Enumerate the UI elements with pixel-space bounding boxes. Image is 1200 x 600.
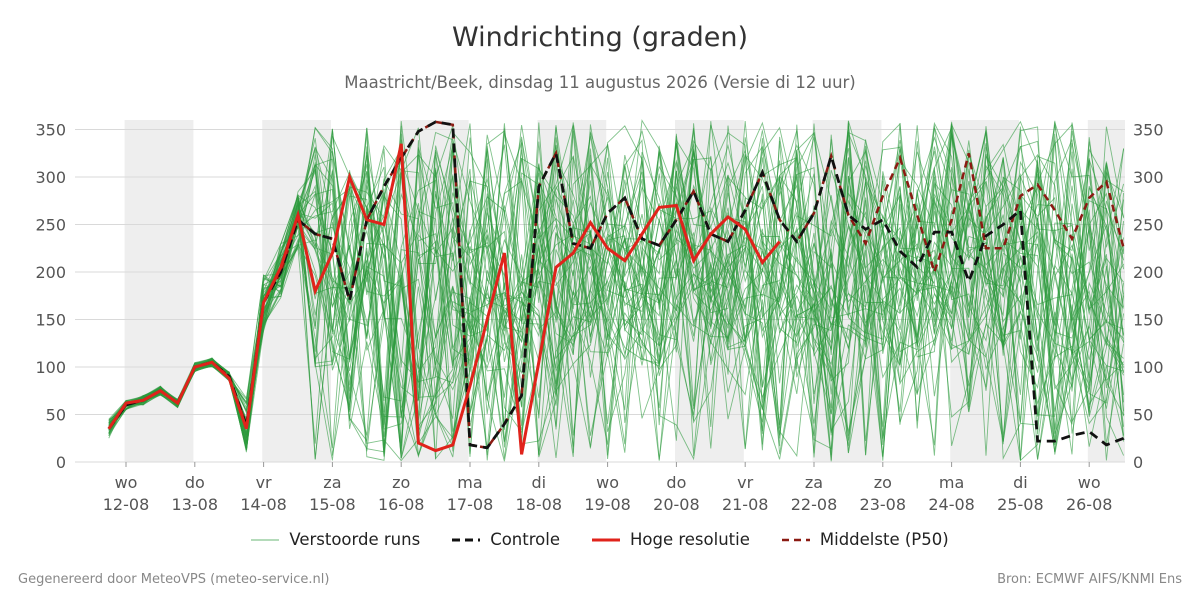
y-tick-label-left: 150	[35, 311, 66, 330]
x-tick-date: 17-08	[447, 495, 494, 514]
y-tick-label-right: 100	[1133, 358, 1164, 377]
legend: Verstoorde runs Controle Hoge resolutie …	[0, 530, 1200, 549]
y-tick-label-left: 350	[35, 121, 66, 140]
footer-generated-by: Gegenereerd door MeteoVPS (meteo-service…	[18, 572, 330, 587]
ensemble-member-line	[108, 122, 1125, 459]
x-tick-date: 18-08	[516, 495, 563, 514]
legend-swatch-median	[781, 538, 810, 541]
x-tick-date: 23-08	[860, 495, 907, 514]
x-tick-day: di	[531, 473, 546, 492]
ensemble-member-line	[108, 121, 1124, 449]
x-tick-date: 20-08	[653, 495, 700, 514]
shade-band	[124, 120, 194, 462]
ensemble-member-line	[108, 125, 1125, 447]
legend-item-ensemble: Verstoorde runs	[251, 530, 420, 549]
x-tick-date: 26-08	[1066, 495, 1113, 514]
footer-source: Bron: ECMWF AIFS/KNMI Ens	[997, 572, 1182, 587]
x-tick-day: ma	[939, 473, 964, 492]
legend-label-control: Controle	[490, 530, 560, 549]
y-tick-label-left: 100	[35, 358, 66, 377]
x-tick-day: do	[185, 473, 205, 492]
x-tick-day: wo	[596, 473, 619, 492]
high-resolution-line	[107, 143, 781, 455]
x-tick-day: di	[1013, 473, 1028, 492]
x-tick-date: 21-08	[722, 495, 769, 514]
y-tick-label-left: 300	[35, 168, 66, 187]
y-tick-label-right: 300	[1133, 168, 1164, 187]
x-tick-date: 24-08	[928, 495, 975, 514]
y-tick-label-right: 200	[1133, 263, 1164, 282]
plot-area	[107, 119, 1125, 462]
x-tick-day: za	[323, 473, 341, 492]
x-tick-date: 22-08	[791, 495, 838, 514]
legend-swatch-high-resolution	[591, 538, 620, 541]
x-tick-day: vr	[256, 473, 272, 492]
x-tick-day: wo	[1078, 473, 1101, 492]
chart-subtitle: Maastricht/Beek, dinsdag 11 augustus 202…	[344, 73, 856, 92]
x-tick-day: vr	[737, 473, 753, 492]
legend-label-median: Middelste (P50)	[819, 530, 949, 549]
x-tick-date: 25-08	[997, 495, 1044, 514]
y-tick-label-left: 0	[56, 453, 66, 472]
x-tick-date: 12-08	[103, 495, 150, 514]
y-tick-label-right: 50	[1133, 406, 1153, 425]
legend-label-high-resolution: Hoge resolutie	[629, 530, 750, 549]
legend-item-control: Controle	[452, 530, 560, 549]
ensemble-member-line	[108, 122, 1125, 434]
legend-item-median: Middelste (P50)	[781, 530, 949, 549]
y-tick-label-right: 0	[1133, 453, 1143, 472]
y-tick-label-right: 150	[1133, 311, 1164, 330]
x-tick-date: 15-08	[309, 495, 356, 514]
legend-item-high-resolution: Hoge resolutie	[591, 530, 750, 549]
y-tick-label-right: 250	[1133, 216, 1164, 235]
x-tick-date: 16-08	[378, 495, 425, 514]
y-tick-label-right: 350	[1133, 121, 1164, 140]
x-tick-day: zo	[392, 473, 410, 492]
x-tick-day: ma	[457, 473, 482, 492]
ensemble-member-line	[108, 138, 1125, 451]
x-tick-day: do	[666, 473, 686, 492]
legend-swatch-ensemble	[251, 539, 280, 540]
x-tick-day: wo	[115, 473, 138, 492]
ensemble-member-line	[108, 127, 1124, 459]
y-tick-label-left: 250	[35, 216, 66, 235]
y-tick-label-left: 50	[46, 406, 66, 425]
x-tick-day: zo	[874, 473, 892, 492]
legend-label-ensemble: Verstoorde runs	[289, 530, 421, 549]
ensemble-member-line	[108, 125, 1125, 459]
x-tick-date: 13-08	[172, 495, 219, 514]
x-tick-date: 14-08	[240, 495, 287, 514]
y-tick-label-left: 200	[35, 263, 66, 282]
ensemble-member-line	[108, 120, 1125, 455]
legend-swatch-control	[452, 538, 481, 541]
x-tick-day: za	[805, 473, 823, 492]
chart-title: Windrichting (graden)	[451, 22, 749, 53]
x-tick-date: 19-08	[584, 495, 631, 514]
